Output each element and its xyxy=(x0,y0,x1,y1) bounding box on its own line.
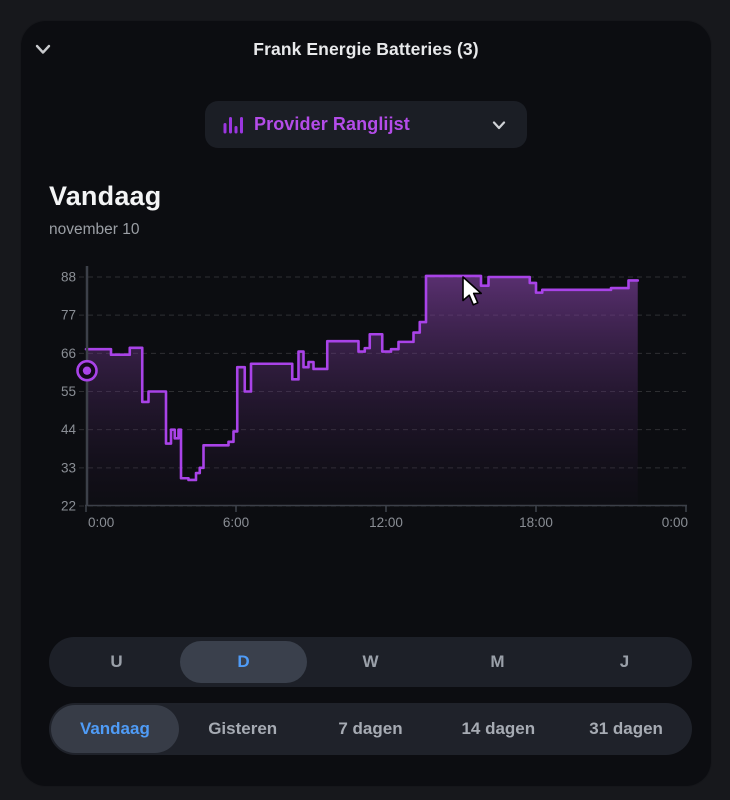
current-value-marker-dot xyxy=(82,366,92,375)
y-tick-label: 77 xyxy=(61,308,76,323)
interval-option-u[interactable]: U xyxy=(53,641,180,683)
y-tick-label: 33 xyxy=(61,460,76,475)
interval-toggle: U D W M J xyxy=(49,637,692,687)
y-tick-label: 55 xyxy=(61,384,76,399)
series-line xyxy=(84,274,640,482)
area-fill xyxy=(86,275,638,506)
range-option-31-dagen[interactable]: 31 dagen xyxy=(562,705,690,753)
dropdown-chevron-down-icon xyxy=(492,120,506,129)
period-subtitle: november 10 xyxy=(49,221,140,238)
price-area-chart[interactable]: 22 33 44 55 66 77 88 0:00 6:00 12:00 18:00 0:00 xyxy=(0,0,730,560)
mouse-cursor xyxy=(462,276,483,306)
collapse-chevron-down-icon[interactable] xyxy=(30,36,56,62)
interval-option-w[interactable]: W xyxy=(307,641,434,683)
interval-option-m[interactable]: M xyxy=(434,641,561,683)
y-tick-label: 44 xyxy=(61,422,77,437)
range-option-gisteren[interactable]: Gisteren xyxy=(179,705,307,753)
x-tick-label: 6:00 xyxy=(223,515,249,530)
period-title: Vandaag xyxy=(49,181,162,211)
metric-dropdown-label: Provider Ranglijst xyxy=(254,114,410,134)
interval-option-j[interactable]: J xyxy=(561,641,688,683)
x-tick-label: 18:00 xyxy=(519,515,553,530)
range-option-7-dagen[interactable]: 7 dagen xyxy=(307,705,435,753)
y-tick-label: 66 xyxy=(61,346,76,361)
metric-dropdown[interactable]: Provider Ranglijst xyxy=(205,101,527,148)
bar-chart-icon xyxy=(223,116,243,133)
range-option-vandaag[interactable]: Vandaag xyxy=(51,705,179,753)
card-title: Frank Energie Batteries (3) xyxy=(253,39,479,59)
interval-option-d[interactable]: D xyxy=(180,641,307,683)
y-tick-label: 88 xyxy=(61,270,76,285)
x-tick-label: 0:00 xyxy=(662,515,688,530)
range-option-14-dagen[interactable]: 14 dagen xyxy=(434,705,562,753)
y-tick-label: 22 xyxy=(61,499,76,514)
range-toggle: Vandaag Gisteren 7 dagen 14 dagen 31 dag… xyxy=(49,703,692,755)
x-tick-label: 0:00 xyxy=(88,515,114,530)
x-tick-label: 12:00 xyxy=(369,515,403,530)
